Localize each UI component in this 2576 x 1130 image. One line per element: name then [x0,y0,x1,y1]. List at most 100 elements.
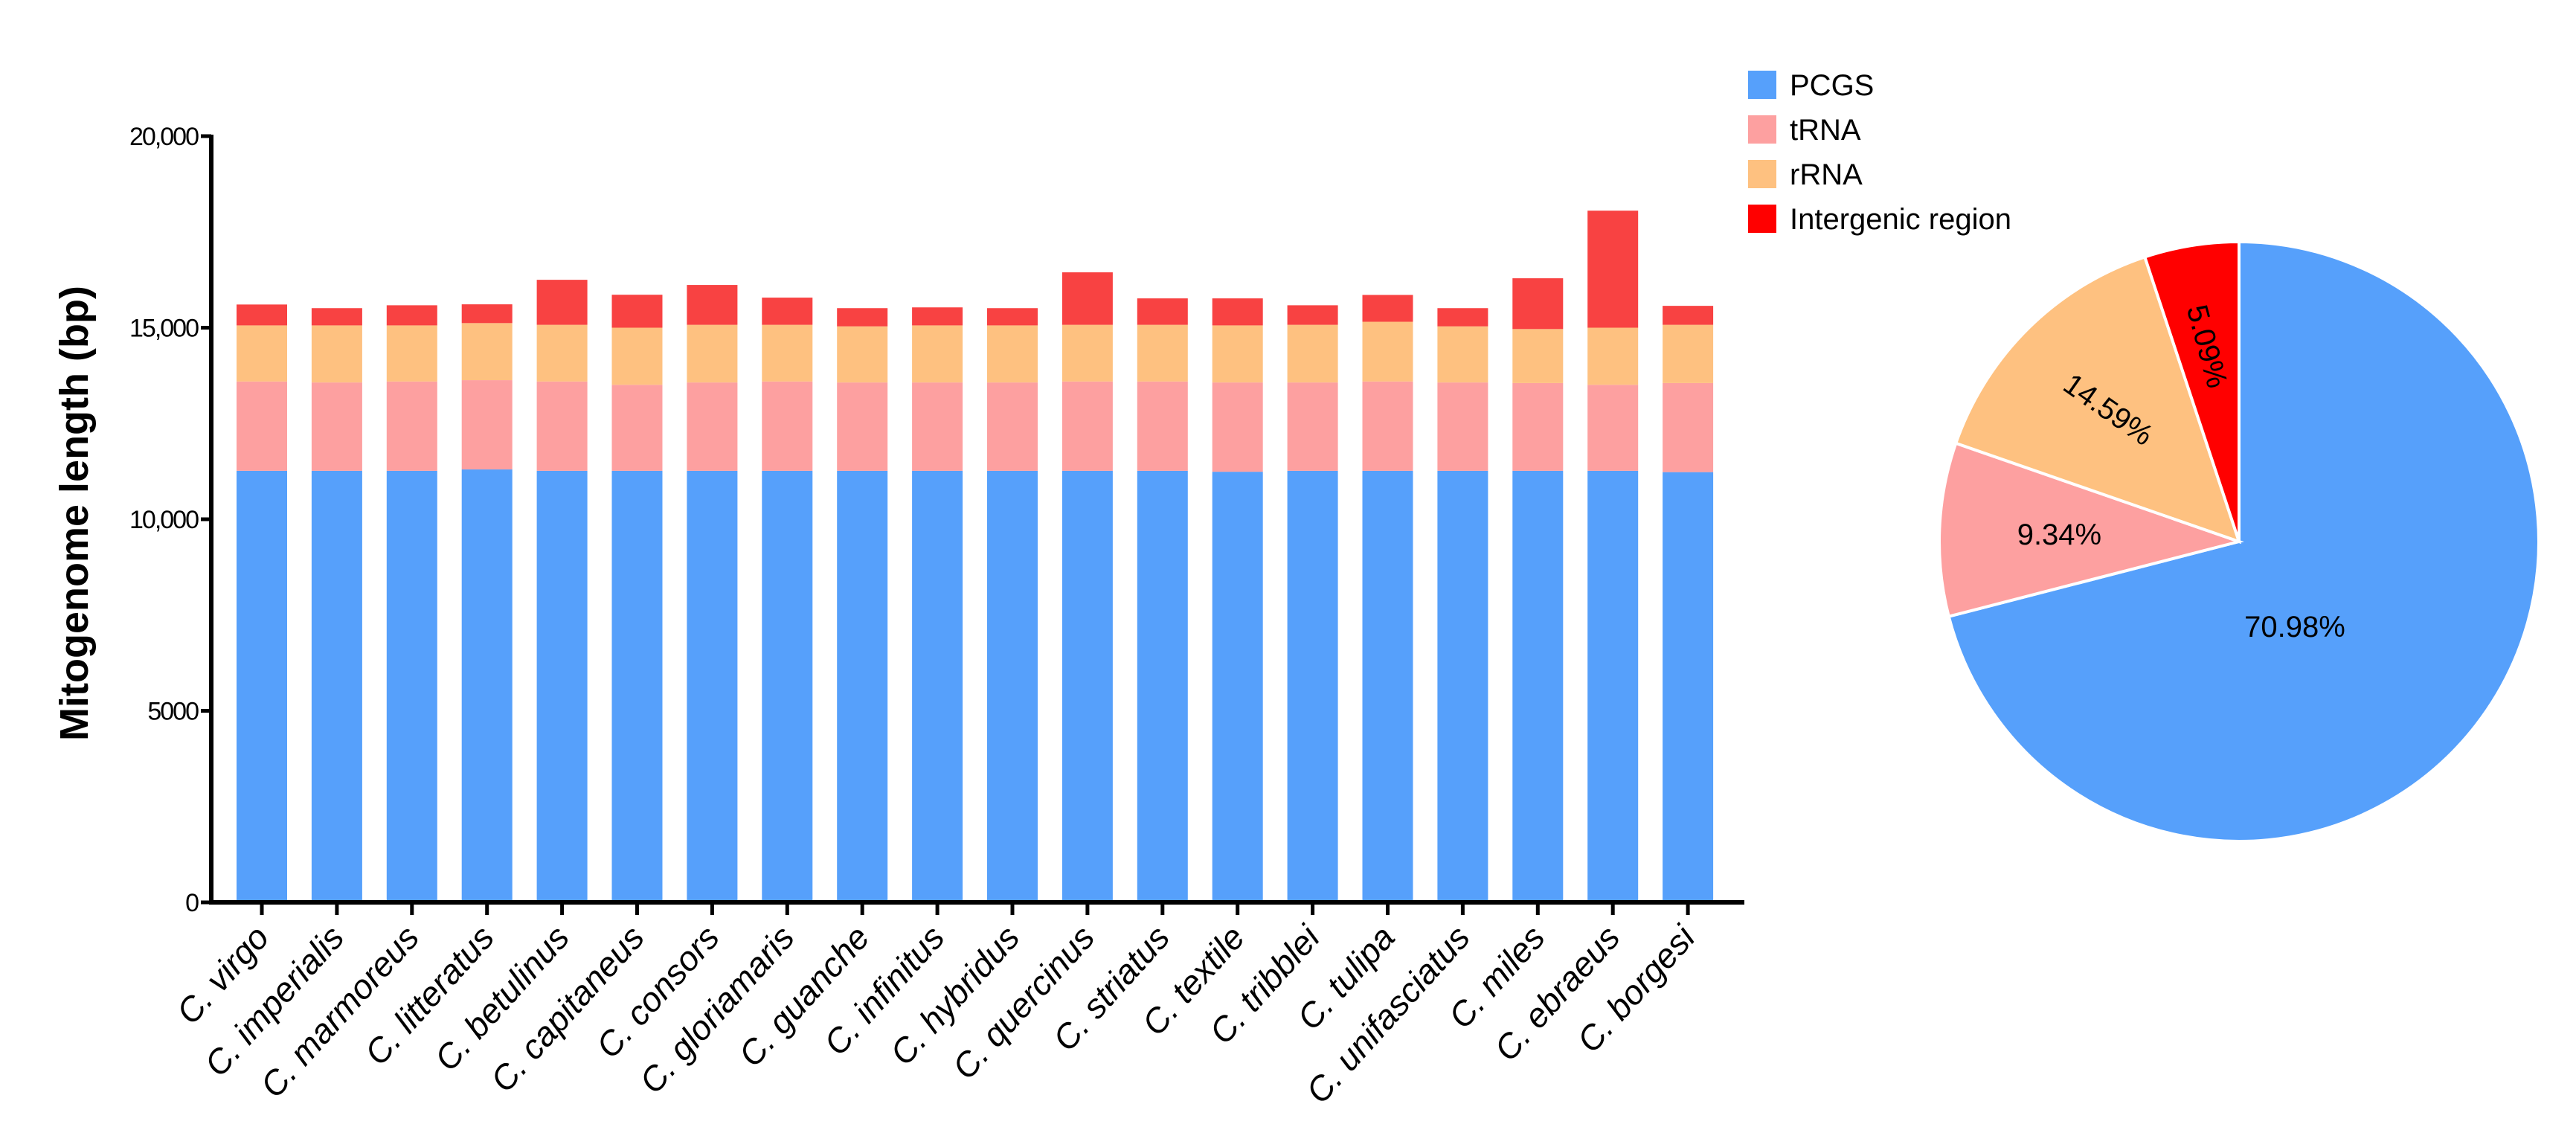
bar-segment-intergenic-region [1587,211,1639,328]
bar-segment-trna [237,381,287,471]
y-tick-label: 5000 [147,698,199,726]
bar-segment-rrna [1212,325,1263,383]
bar-segment-rrna [386,325,437,382]
bar-segment-trna [1587,385,1639,471]
bar-segment-trna [762,381,813,471]
bar-segment-intergenic-region [1362,295,1413,322]
bar-segment-intergenic-region [461,304,513,324]
bar-stack [912,307,963,902]
pie-value-label: 70.98% [2244,611,2345,643]
legend-swatch [1748,205,1776,233]
bar-segment-trna [837,382,888,471]
bar-segment-intergenic-region [762,298,813,325]
y-axis-title: Mitogenome length (bp) [52,286,97,741]
bar-segment-trna [687,382,738,471]
legend-swatch [1748,115,1776,144]
pie-slice-pcgs [1947,240,2541,843]
bar-segment-rrna [987,325,1038,383]
bar-stack [611,295,663,902]
bar-stack [536,280,588,902]
bar-segment-pcgs [1663,472,1714,902]
bar-segment-trna [611,385,663,471]
bar-segment-rrna [1061,324,1113,382]
y-tick-label: 0 [185,889,199,917]
bar-segment-trna [461,380,513,470]
bar-segment-rrna [1362,321,1413,382]
bar-segment-rrna [1137,324,1188,382]
bar-stack [1061,272,1113,902]
bar-segment-pcgs [386,470,437,902]
legend-label: rRNA [1790,158,1863,191]
bar-segment-trna [536,381,588,471]
legend-label: tRNA [1790,114,1861,147]
bar-segment-pcgs [311,470,362,902]
bar-segment-pcgs [1212,472,1263,902]
bar-segment-intergenic-region [1137,298,1188,325]
bar-segment-rrna [1663,324,1714,383]
y-tick-label: 20,000 [129,123,199,151]
legend: PCGS tRNA rRNA Intergenic region [1748,69,2011,236]
bar-segment-intergenic-region [1512,278,1564,330]
bar-segment-intergenic-region [611,295,663,328]
bar-stack [237,304,287,902]
bar-segment-trna [1437,382,1488,471]
legend-swatch [1748,71,1776,99]
bar-segment-trna [987,382,1038,471]
bar-segment-trna [1212,382,1263,472]
y-ticks: 0 5000 10,000 15,000 20,000 [129,123,211,917]
bar-segment-intergenic-region [1437,308,1488,327]
bar-stack [1137,298,1188,902]
bar-segment-trna [1137,381,1188,471]
bar-stack [1663,306,1714,902]
bar-stack [762,298,813,902]
bar-segment-intergenic-region [1663,306,1714,325]
bar-segment-intergenic-region [912,307,963,326]
bar-segment-intergenic-region [386,305,437,326]
bar-segment-intergenic-region [536,280,588,325]
bar-segment-trna [1663,382,1714,472]
bar-segment-pcgs [687,470,738,902]
bar-segment-pcgs [237,470,287,902]
bar-segment-pcgs [762,470,813,902]
bar-segment-rrna [912,325,963,383]
pie-slice-trna [1938,441,2244,619]
bar-segment-intergenic-region [837,308,888,327]
bar-stack [311,308,362,902]
bar-segment-pcgs [536,470,588,902]
bar-segment-trna [1512,382,1564,471]
bar-segment-intergenic-region [1287,305,1338,325]
bar-segment-rrna [611,327,663,385]
bar-segment-pcgs [1362,470,1413,902]
bar-segment-intergenic-region [687,285,738,325]
bar-segment-trna [1287,382,1338,471]
bar-stack [1437,308,1488,902]
bar-stack [1587,211,1639,902]
pie-slice-intergenic-region [2142,240,2241,542]
bar-segment-pcgs [987,470,1038,902]
bar-segment-pcgs [837,470,888,902]
bar-segment-trna [1362,381,1413,471]
bar-segment-pcgs [1137,470,1188,902]
bar-segment-rrna [1437,326,1488,383]
bar-segment-rrna [1512,329,1564,383]
bar-segment-rrna [687,324,738,383]
bar-segment-rrna [1587,327,1639,385]
bar-segment-intergenic-region [237,304,287,326]
legend-label: PCGS [1790,69,1874,102]
bar-stack [1362,295,1413,902]
bar-segment-intergenic-region [987,308,1038,326]
bar-stack [1512,278,1564,902]
pie-chart: 70.98%9.34%14.59%5.09% [1938,240,2541,843]
bar-segment-trna [912,382,963,471]
bar-segment-rrna [1287,324,1338,383]
bar-segment-pcgs [1287,470,1338,902]
bar-segment-rrna [536,324,588,382]
bar-segment-pcgs [1061,470,1113,902]
bar-segment-rrna [461,323,513,381]
bar-segment-intergenic-region [311,308,362,326]
bar-segment-rrna [837,326,888,383]
bar-stack [386,305,437,902]
bar-segment-rrna [237,325,287,382]
bar-segment-pcgs [1587,470,1639,902]
